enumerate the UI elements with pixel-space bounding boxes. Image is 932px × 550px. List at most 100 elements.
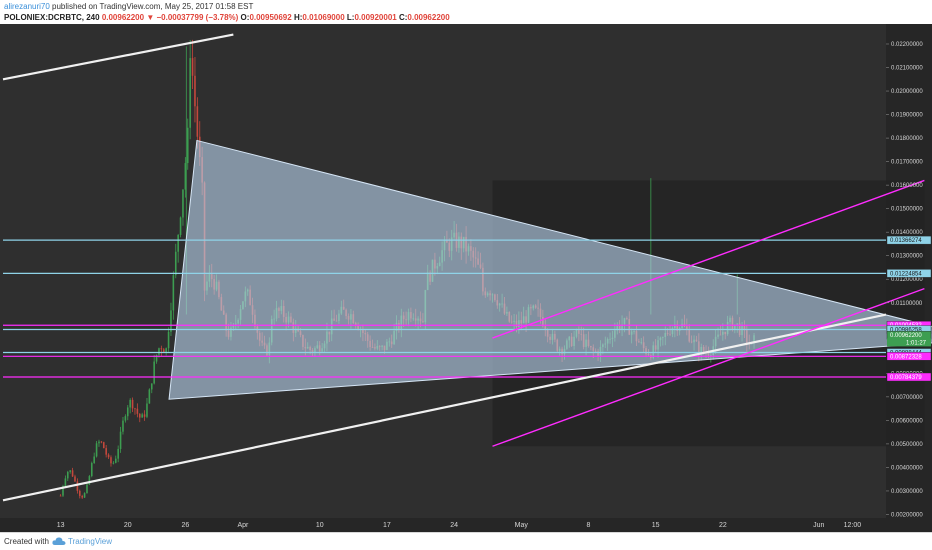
- candle-body: [64, 478, 67, 487]
- candle-body: [74, 476, 76, 482]
- published-text: published on TradingView.com, May 25, 20…: [49, 2, 254, 11]
- y-tick-label: 0.00600000: [891, 418, 923, 424]
- y-tick-label: 0.00500000: [891, 442, 923, 448]
- x-tick-label: 22: [719, 522, 727, 529]
- last-price: 0.00962200: [101, 13, 145, 22]
- y-tick-label: 0.02000000: [891, 89, 923, 95]
- candle-body: [76, 481, 79, 491]
- close-value: 0.00962200: [407, 13, 450, 22]
- y-tick-label: 0.01700000: [891, 160, 923, 166]
- candle-body: [105, 448, 107, 455]
- x-tick-label: 17: [383, 522, 391, 529]
- candle-body: [194, 75, 196, 107]
- created-with-text: Created with: [4, 537, 49, 546]
- price-label-text: 0.00784379: [890, 375, 922, 381]
- open-label: O:: [240, 13, 250, 22]
- candle-body: [170, 310, 172, 332]
- candle-body: [88, 476, 91, 485]
- price-label-box: [886, 372, 932, 382]
- candle-body: [141, 414, 143, 418]
- candle-body: [124, 416, 127, 421]
- candle-body: [153, 361, 155, 384]
- candle-body: [162, 349, 165, 353]
- candle-body: [93, 456, 95, 464]
- down-arrow-icon: ▼: [146, 13, 155, 22]
- candle-body: [69, 470, 71, 472]
- x-tick-label: 8: [587, 522, 591, 529]
- y-tick-label: 0.01600000: [891, 183, 923, 189]
- low-value: 0.00920001: [354, 13, 397, 22]
- high-value: 0.01069000: [302, 13, 345, 22]
- candle-body: [102, 442, 105, 449]
- candle-body: [107, 454, 110, 458]
- candle-body: [167, 331, 170, 349]
- candle-body: [146, 403, 148, 417]
- candle-body: [78, 490, 81, 496]
- y-tick-label: 0.02200000: [891, 42, 923, 48]
- candle-body: [172, 275, 175, 311]
- candle-body: [134, 408, 136, 410]
- candle-body: [95, 443, 98, 457]
- y-tick-label: 0.00700000: [891, 395, 923, 401]
- candle-body: [131, 399, 134, 409]
- x-tick-label: Apr: [237, 522, 249, 529]
- trend-line: [492, 179, 925, 339]
- price-label-text: 0.01366274: [890, 238, 922, 244]
- candle-body: [184, 163, 187, 190]
- y-tick-label: 0.01100000: [891, 301, 923, 307]
- x-tick-label: 20: [124, 522, 132, 529]
- x-tick-label: 10: [316, 522, 324, 529]
- candle-body: [179, 217, 182, 235]
- symbol-info: POLONIEX:DCRBTC, 240 0.00962200 ▼ −0.000…: [4, 13, 450, 22]
- candle-body: [83, 493, 86, 498]
- price-label-text: 0.00872328: [890, 354, 922, 360]
- cloud-logo-icon: [52, 537, 66, 545]
- price-chart[interactable]: 0.00200000 0.00300000 0.00400000 0.00500000…: [0, 0, 932, 532]
- x-tick-label: Jun: [813, 522, 824, 529]
- candle-body: [160, 348, 163, 350]
- candle-body: [126, 407, 129, 417]
- candle-body: [136, 408, 139, 414]
- candle-body: [148, 389, 151, 404]
- trend-line: [2, 313, 887, 502]
- x-tick-label: May: [515, 522, 529, 529]
- candle-body: [90, 463, 93, 477]
- candle-body: [62, 486, 64, 496]
- time-axis[interactable]: [0, 518, 932, 532]
- candle-body: [114, 458, 117, 463]
- chart-header: alirezanuri70 published on TradingView.c…: [0, 0, 932, 24]
- candle-body: [81, 495, 83, 498]
- x-tick-label: 26: [181, 522, 189, 529]
- price-change: −0.00037799 (−3.78%): [156, 13, 239, 22]
- footer-bar: Created with TradingView: [0, 532, 932, 550]
- y-tick-label: 0.01300000: [891, 254, 923, 260]
- candle-body: [177, 234, 179, 252]
- symbol-label: POLONIEX:DCRBTC, 240: [4, 13, 100, 22]
- candle-body: [71, 470, 74, 477]
- open-value: 0.00950692: [249, 13, 292, 22]
- price-label-box: [886, 269, 932, 278]
- price-label-text: 0.00962200: [890, 333, 922, 339]
- y-tick-label: 0.01900000: [891, 113, 923, 119]
- candle-body: [112, 462, 115, 464]
- price-label-text: 0.01224854: [890, 271, 922, 277]
- candle-body: [86, 484, 88, 494]
- candle-body: [186, 127, 189, 164]
- trend-line: [2, 33, 234, 81]
- candle-body: [191, 58, 194, 76]
- author-link[interactable]: alirezanuri70: [4, 2, 50, 11]
- y-tick-label: 0.01200000: [891, 277, 923, 283]
- candle-body: [110, 457, 112, 464]
- price-label-text: 0.00986258: [890, 328, 922, 334]
- candle-body: [158, 348, 160, 355]
- x-tick-label: 24: [450, 522, 458, 529]
- candle-body: [117, 448, 119, 459]
- candle-body: [143, 414, 146, 417]
- tradingview-link[interactable]: TradingView: [68, 537, 113, 546]
- countdown-box: [887, 338, 931, 347]
- candle-body: [150, 383, 153, 390]
- candle-body: [98, 441, 100, 444]
- candle-body: [66, 471, 69, 479]
- candle-body: [165, 348, 167, 353]
- y-tick-label: 0.00400000: [891, 465, 923, 471]
